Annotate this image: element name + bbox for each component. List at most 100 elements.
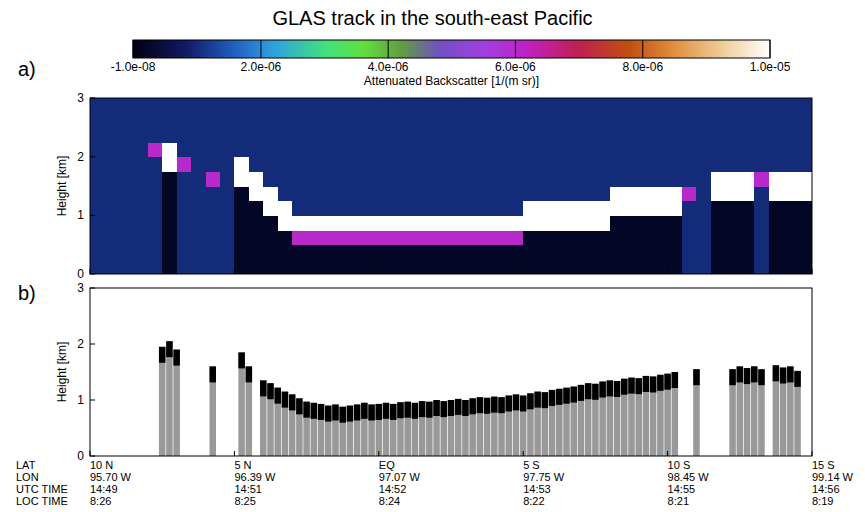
heatmap-cell: [133, 98, 148, 113]
bar: [455, 399, 461, 456]
x-tick-sublabel: 97.75 W: [523, 471, 565, 483]
heatmap-cell: [581, 201, 596, 216]
bar-body: [527, 393, 533, 456]
heatmap-cell: [249, 186, 264, 201]
heatmap-cell: [538, 142, 553, 157]
heatmap-cell: [696, 245, 711, 260]
heatmap-cell: [682, 259, 697, 274]
bar-body: [578, 385, 584, 456]
x-tick-label-group: 10 S98.45 W14:558:21: [668, 459, 710, 507]
heatmap-cell: [104, 230, 119, 245]
heatmap-cell: [567, 201, 582, 216]
heatmap-cell: [783, 113, 798, 128]
heatmap-cell: [783, 157, 798, 172]
bar: [441, 401, 447, 456]
bar: [412, 403, 418, 456]
heatmap-cell: [90, 215, 105, 230]
colorbar-tick-label: 1.0e-05: [750, 60, 791, 74]
heatmap-cell: [148, 245, 163, 260]
x-tick-label: 5 N: [234, 459, 251, 471]
bar: [737, 366, 743, 456]
heatmap-cell: [783, 98, 798, 113]
heatmap-cell: [321, 98, 336, 113]
heatmap-cell: [653, 157, 668, 172]
heatmap-cell: [206, 215, 221, 230]
heatmap-cell: [509, 259, 524, 274]
x-tick-sublabel: 14:53: [523, 483, 551, 495]
heatmap-cell: [668, 186, 683, 201]
heatmap-cell: [177, 259, 192, 274]
heatmap-cell: [220, 230, 235, 245]
heatmap-cell: [653, 171, 668, 186]
heatmap-cell: [206, 201, 221, 216]
bar-top: [397, 402, 403, 418]
heatmap-cell: [624, 127, 639, 142]
heatmap-cell: [552, 201, 567, 216]
heatmap-cell: [465, 245, 480, 260]
heatmap-cell: [798, 157, 812, 172]
bar-body: [506, 396, 512, 456]
heatmap-cell: [696, 171, 711, 186]
heatmap-cell: [480, 142, 495, 157]
heatmap-cell: [408, 171, 423, 186]
x-tick-label: EQ: [379, 459, 395, 471]
bar: [347, 406, 353, 456]
heatmap-cell: [133, 113, 148, 128]
heatmap-cell: [335, 113, 350, 128]
heatmap-cell: [523, 259, 538, 274]
bar-body: [383, 403, 389, 456]
bar-top: [419, 401, 425, 417]
heatmap-cell: [379, 127, 394, 142]
bar: [520, 396, 526, 456]
heatmap-cell: [148, 171, 163, 186]
heatmap-cell: [538, 157, 553, 172]
heatmap-cell: [177, 113, 192, 128]
heatmap-cell: [682, 215, 697, 230]
x-tick-sublabel: 8:25: [234, 495, 255, 507]
heatmap-cell: [538, 201, 553, 216]
bar-top: [751, 366, 757, 382]
heatmap-cell: [350, 157, 365, 172]
heatmap-cell: [104, 259, 119, 274]
heatmap-cell: [191, 171, 206, 186]
heatmap-cell: [364, 201, 379, 216]
heatmap-cell: [162, 230, 177, 245]
heatmap-cell: [696, 127, 711, 142]
y-tick-label: 1: [77, 393, 84, 407]
bar: [246, 366, 252, 456]
bar: [513, 394, 519, 456]
heatmap-cell: [234, 201, 249, 216]
heatmap-cell: [321, 157, 336, 172]
heatmap-cell: [480, 230, 495, 245]
heatmap-cell: [408, 230, 423, 245]
heatmap-cell: [321, 201, 336, 216]
bar-top: [549, 390, 555, 406]
heatmap-cell: [595, 142, 610, 157]
bar-top: [260, 380, 266, 396]
y-tick-label: 2: [77, 150, 84, 164]
heatmap-cell: [321, 230, 336, 245]
heatmap-cell: [335, 186, 350, 201]
heatmap-cell: [437, 230, 452, 245]
heatmap-cell: [119, 201, 134, 216]
heatmap-cell: [364, 259, 379, 274]
heatmap-cell: [624, 157, 639, 172]
bar-top: [383, 403, 389, 419]
heatmap-cell: [696, 215, 711, 230]
heatmap-cell: [321, 127, 336, 142]
heatmap-cell: [798, 245, 812, 260]
bar-body: [361, 403, 367, 456]
heatmap-cell: [364, 113, 379, 128]
bar-body: [282, 392, 288, 456]
bar-top: [462, 400, 468, 416]
heatmap-cell: [148, 215, 163, 230]
heatmap-cell: [595, 201, 610, 216]
heatmap-cell: [234, 186, 249, 201]
heatmap-cell: [177, 201, 192, 216]
heatmap-cell: [249, 157, 264, 172]
heatmap-cell: [668, 98, 683, 113]
heatmap-cell: [220, 157, 235, 172]
bar-top: [744, 368, 750, 384]
x-tick-sublabel: 96.39 W: [234, 471, 276, 483]
heatmap-cell: [451, 98, 466, 113]
